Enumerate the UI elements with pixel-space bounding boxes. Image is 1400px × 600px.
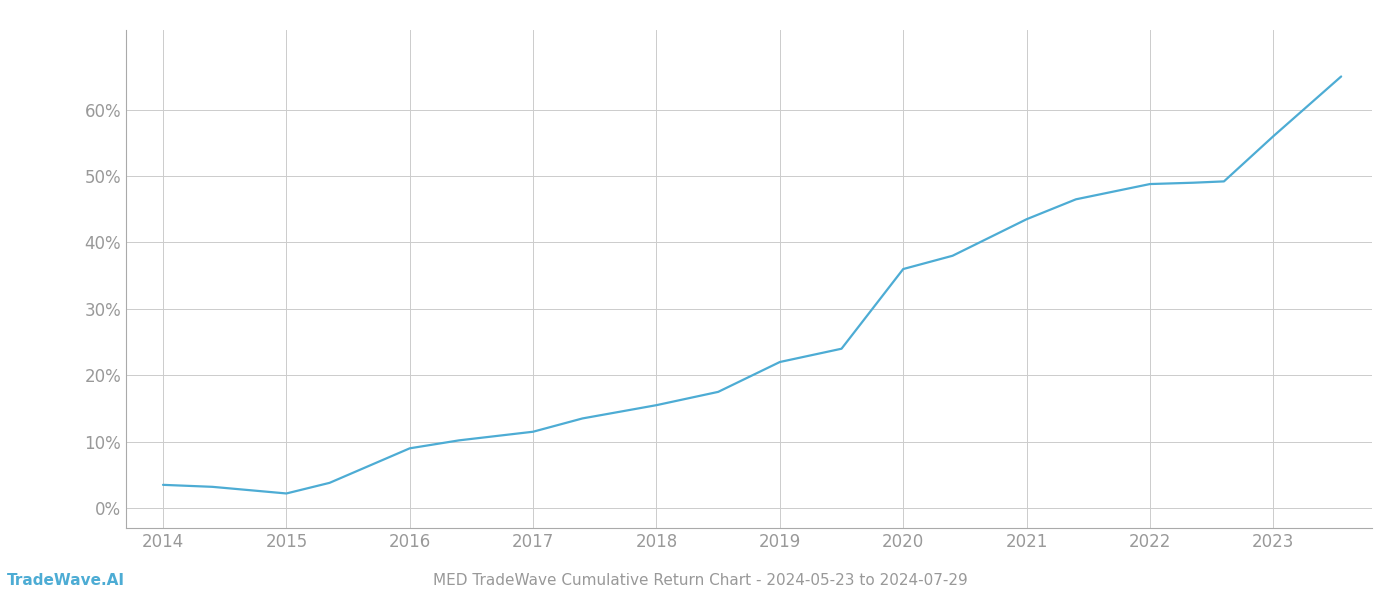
Text: MED TradeWave Cumulative Return Chart - 2024-05-23 to 2024-07-29: MED TradeWave Cumulative Return Chart - … — [433, 573, 967, 588]
Text: TradeWave.AI: TradeWave.AI — [7, 573, 125, 588]
